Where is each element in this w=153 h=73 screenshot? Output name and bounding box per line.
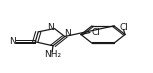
Text: N: N: [64, 29, 71, 38]
Text: N: N: [47, 23, 53, 32]
Text: N: N: [9, 37, 16, 46]
Text: NH₂: NH₂: [44, 50, 61, 59]
Text: Cl: Cl: [91, 28, 100, 37]
Text: Cl: Cl: [119, 23, 128, 32]
